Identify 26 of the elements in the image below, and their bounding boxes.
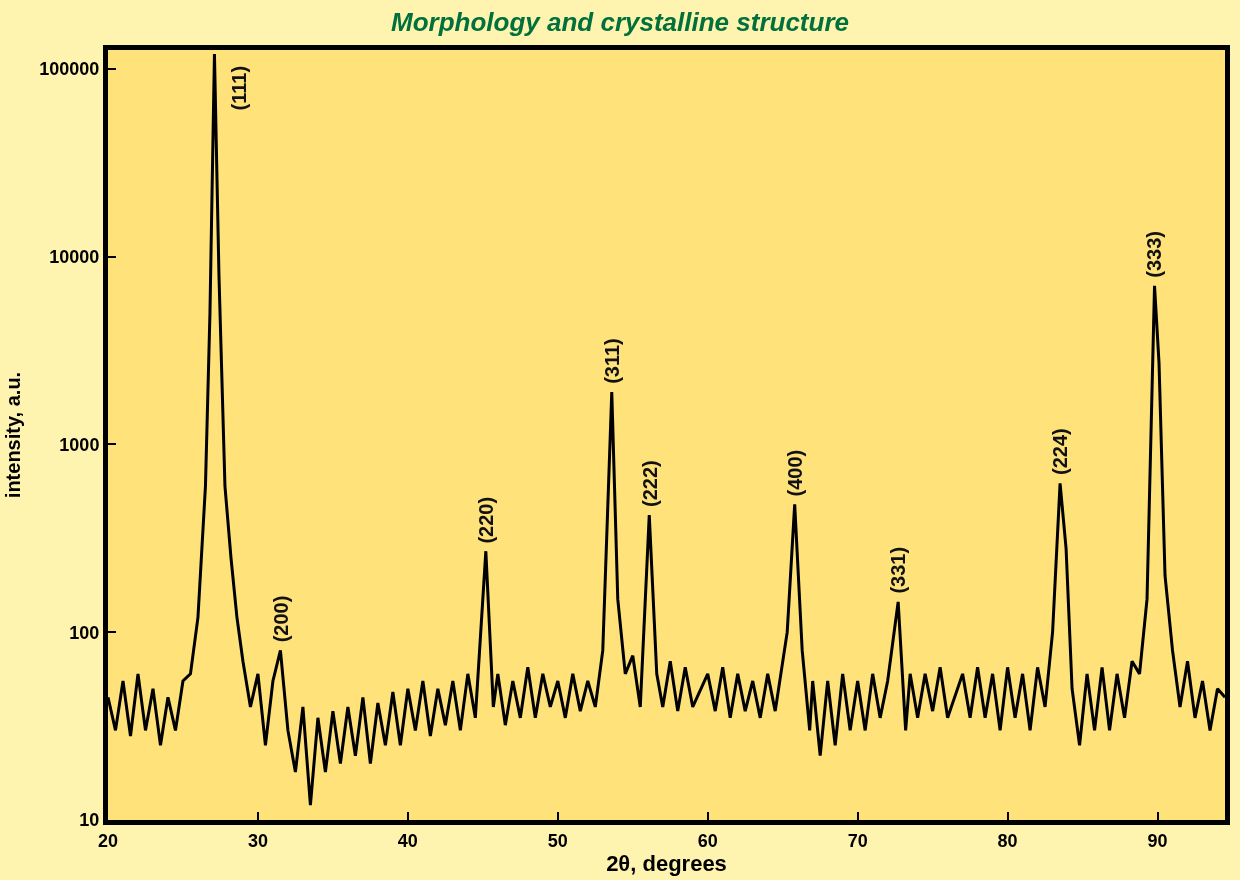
annotation: (311) [600,338,623,384]
y-tick-label: 100000 [39,59,100,80]
x-tick-label: 80 [997,830,1018,851]
annotation: (222) [638,460,661,507]
annotation: (111) [228,65,251,111]
y-axis-title: intensity, a.u. [1,371,24,499]
annotation: (331) [886,546,909,594]
x-tick-label: 90 [1147,830,1168,851]
x-tick-label: 40 [397,830,418,851]
line-series [108,52,1225,807]
x-axis-title: 2θ, degrees [606,850,727,876]
annotation: (224) [1049,428,1072,475]
annotation: (400) [783,449,806,497]
y-tick-label: 100 [69,622,100,643]
annotation: (220) [475,496,498,544]
chart-title: Morphology and crystalline structure [391,7,849,38]
x-tick-label: 70 [847,830,868,851]
x-tick-label: 60 [697,830,718,851]
annotation: (200) [269,595,292,643]
y-tick-label: 10000 [49,246,100,267]
y-tick-label: 10 [79,810,100,831]
x-tick-label: 30 [247,830,268,851]
x-tick-label: 20 [97,830,119,851]
annotation: (333) [1143,231,1166,278]
y-tick-label: 1000 [59,434,100,455]
x-tick-label: 50 [547,830,568,851]
